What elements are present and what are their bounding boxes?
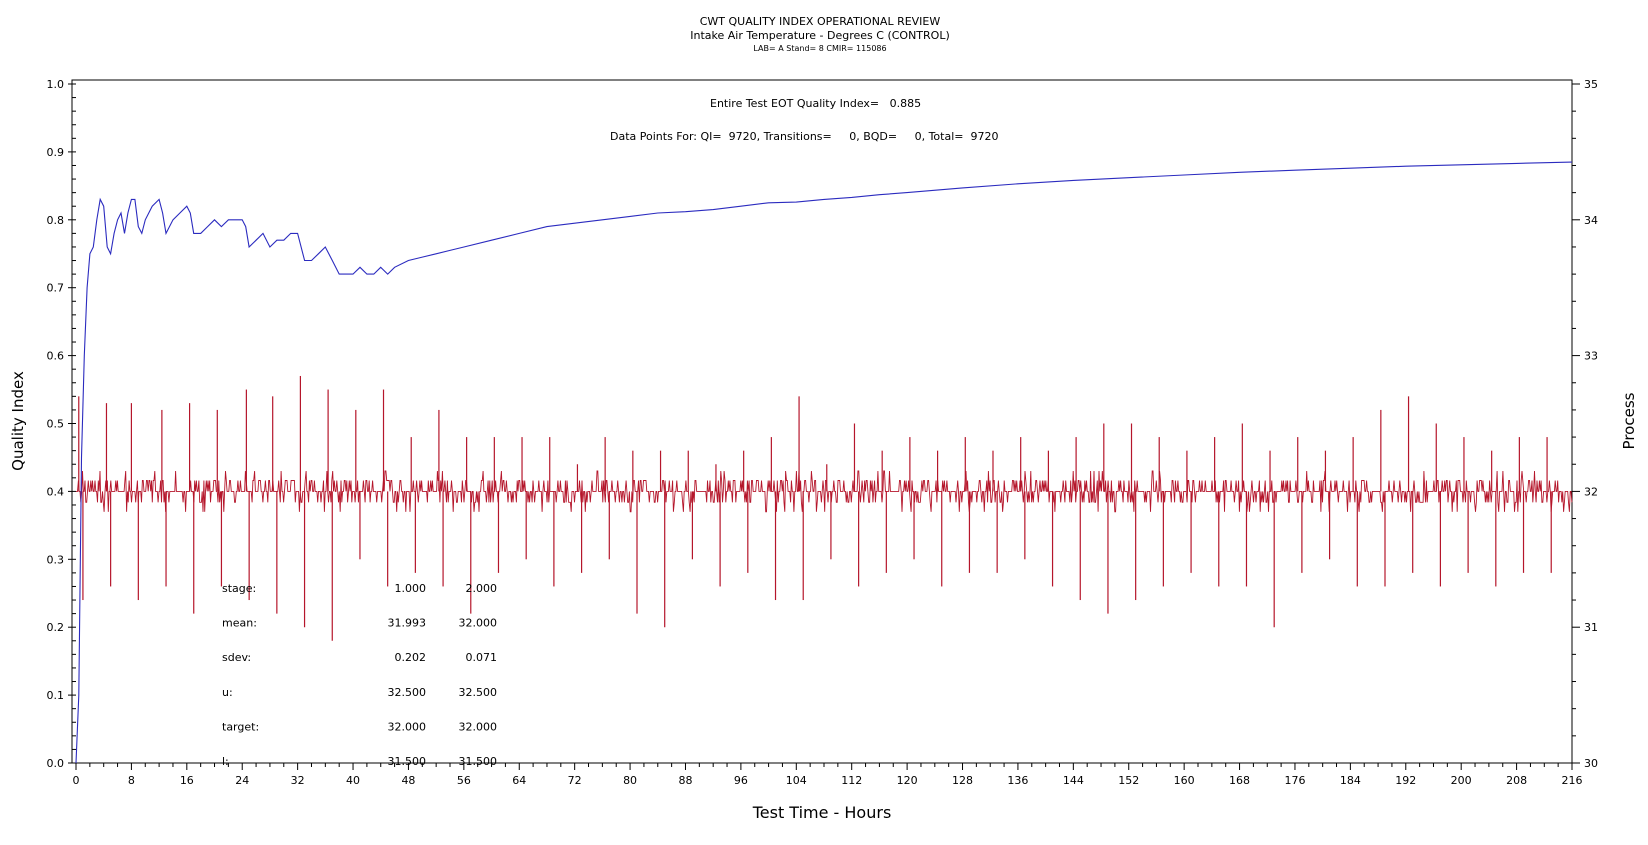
x-tick-label: 88 — [678, 774, 692, 787]
stats-label: u: — [222, 686, 233, 699]
stats-label: mean: — [222, 617, 257, 630]
stats-stage2-value: 31.500 — [459, 755, 498, 768]
stats-stage2-value: 32.500 — [459, 686, 498, 699]
y2-tick-label: 32 — [1584, 485, 1598, 498]
x-tick-label: 64 — [512, 774, 526, 787]
x-tick-label: 208 — [1506, 774, 1527, 787]
stats-table: stage: 1.000 2.000 mean: 31.993 32.000 sdev: 0.… — [222, 582, 497, 768]
x-tick-label: 80 — [623, 774, 637, 787]
x-tick-label: 72 — [568, 774, 582, 787]
y-tick-label: 0.8 — [47, 214, 65, 227]
stats-stage2-value: 32.000 — [459, 720, 498, 733]
quality-index-line — [75, 161, 1573, 764]
chart-subtitle: Intake Air Temperature - Degrees C (CONT… — [690, 29, 950, 42]
y-tick-label: 0.4 — [47, 485, 65, 498]
x-tick-label: 0 — [73, 774, 80, 787]
y2-tick-label: 31 — [1584, 621, 1598, 634]
x-tick-label: 32 — [291, 774, 305, 787]
stats-label: stage: — [222, 582, 256, 595]
y-tick-label: 0.3 — [47, 553, 65, 566]
stats-stage1-value: 31.993 — [388, 617, 427, 630]
y2-tick-label: 30 — [1584, 757, 1598, 770]
x-tick-label: 216 — [1562, 774, 1583, 787]
chart-title: CWT QUALITY INDEX OPERATIONAL REVIEW — [700, 15, 941, 28]
y-tick-label: 0.5 — [47, 418, 65, 431]
x-axis: 0 8 16 24 32 40 48 56 64 72 80 88 96 104 112 120 128 136 1… — [73, 763, 1583, 787]
x-tick-label: 16 — [180, 774, 194, 787]
y2-axis-label: Process — [1620, 392, 1638, 449]
y-tick-label: 0.0 — [47, 757, 65, 770]
x-tick-label: 192 — [1395, 774, 1416, 787]
x-tick-label: 160 — [1174, 774, 1195, 787]
x-tick-label: 8 — [128, 774, 135, 787]
y-tick-label: 0.9 — [47, 146, 65, 159]
x-tick-label: 112 — [841, 774, 862, 787]
x-axis-label: Test Time - Hours — [752, 803, 892, 822]
x-tick-label: 176 — [1284, 774, 1305, 787]
y-tick-label: 0.1 — [47, 689, 65, 702]
x-tick-label: 104 — [786, 774, 807, 787]
stats-stage1-value: 1.000 — [395, 582, 427, 595]
y-axis-label: Quality Index — [9, 371, 27, 471]
stats-stage1-value: 0.202 — [395, 651, 427, 664]
quality-index-series — [75, 161, 1573, 764]
x-tick-label: 200 — [1451, 774, 1472, 787]
y-tick-label: 1.0 — [47, 78, 65, 91]
stats-stage2-value: 32.000 — [459, 617, 498, 630]
x-tick-label: 24 — [235, 774, 249, 787]
x-tick-label: 128 — [952, 774, 973, 787]
x-tick-label: 152 — [1118, 774, 1139, 787]
stats-stage2-value: 0.071 — [466, 651, 498, 664]
stats-stage1-value: 31.500 — [388, 755, 427, 768]
process-series — [76, 375, 1573, 641]
data-points-annotation: Data Points For: QI= 9720, Transitions= … — [610, 130, 998, 143]
y-tick-label: 0.2 — [47, 621, 65, 634]
x-tick-label: 144 — [1063, 774, 1084, 787]
stats-stage1-value: 32.500 — [388, 686, 427, 699]
y-axis-right: 30 31 32 33 34 35 — [1572, 78, 1598, 770]
x-tick-label: 40 — [346, 774, 360, 787]
x-tick-label: 56 — [457, 774, 471, 787]
y-tick-label: 0.7 — [47, 282, 65, 295]
process-line — [76, 470, 1573, 513]
x-tick-label: 168 — [1229, 774, 1250, 787]
stats-stage2-value: 2.000 — [466, 582, 498, 595]
plot-frame — [71, 79, 1573, 764]
x-tick-label: 96 — [734, 774, 748, 787]
stats-label: sdev: — [222, 651, 251, 664]
x-tick-label: 184 — [1340, 774, 1361, 787]
quality-index-annotation: Entire Test EOT Quality Index= 0.885 — [710, 97, 921, 110]
x-tick-label: 48 — [401, 774, 415, 787]
stats-stage1-value: 32.000 — [388, 720, 427, 733]
stats-label: l: — [222, 755, 229, 768]
x-tick-label: 136 — [1007, 774, 1028, 787]
y2-tick-label: 34 — [1584, 214, 1598, 227]
chart-subtitle-small: LAB= A Stand= 8 CMIR= 115086 — [753, 44, 886, 53]
y2-tick-label: 33 — [1584, 350, 1598, 363]
y-axis-left: 0.0 0.1 0.2 0.3 0.4 0.5 0.6 0.7 0.8 0.9 1.0 — [47, 78, 76, 770]
x-tick-label: 120 — [897, 774, 918, 787]
y-tick-label: 0.6 — [47, 350, 65, 363]
y2-tick-label: 35 — [1584, 78, 1598, 91]
stats-label: target: — [222, 720, 259, 733]
